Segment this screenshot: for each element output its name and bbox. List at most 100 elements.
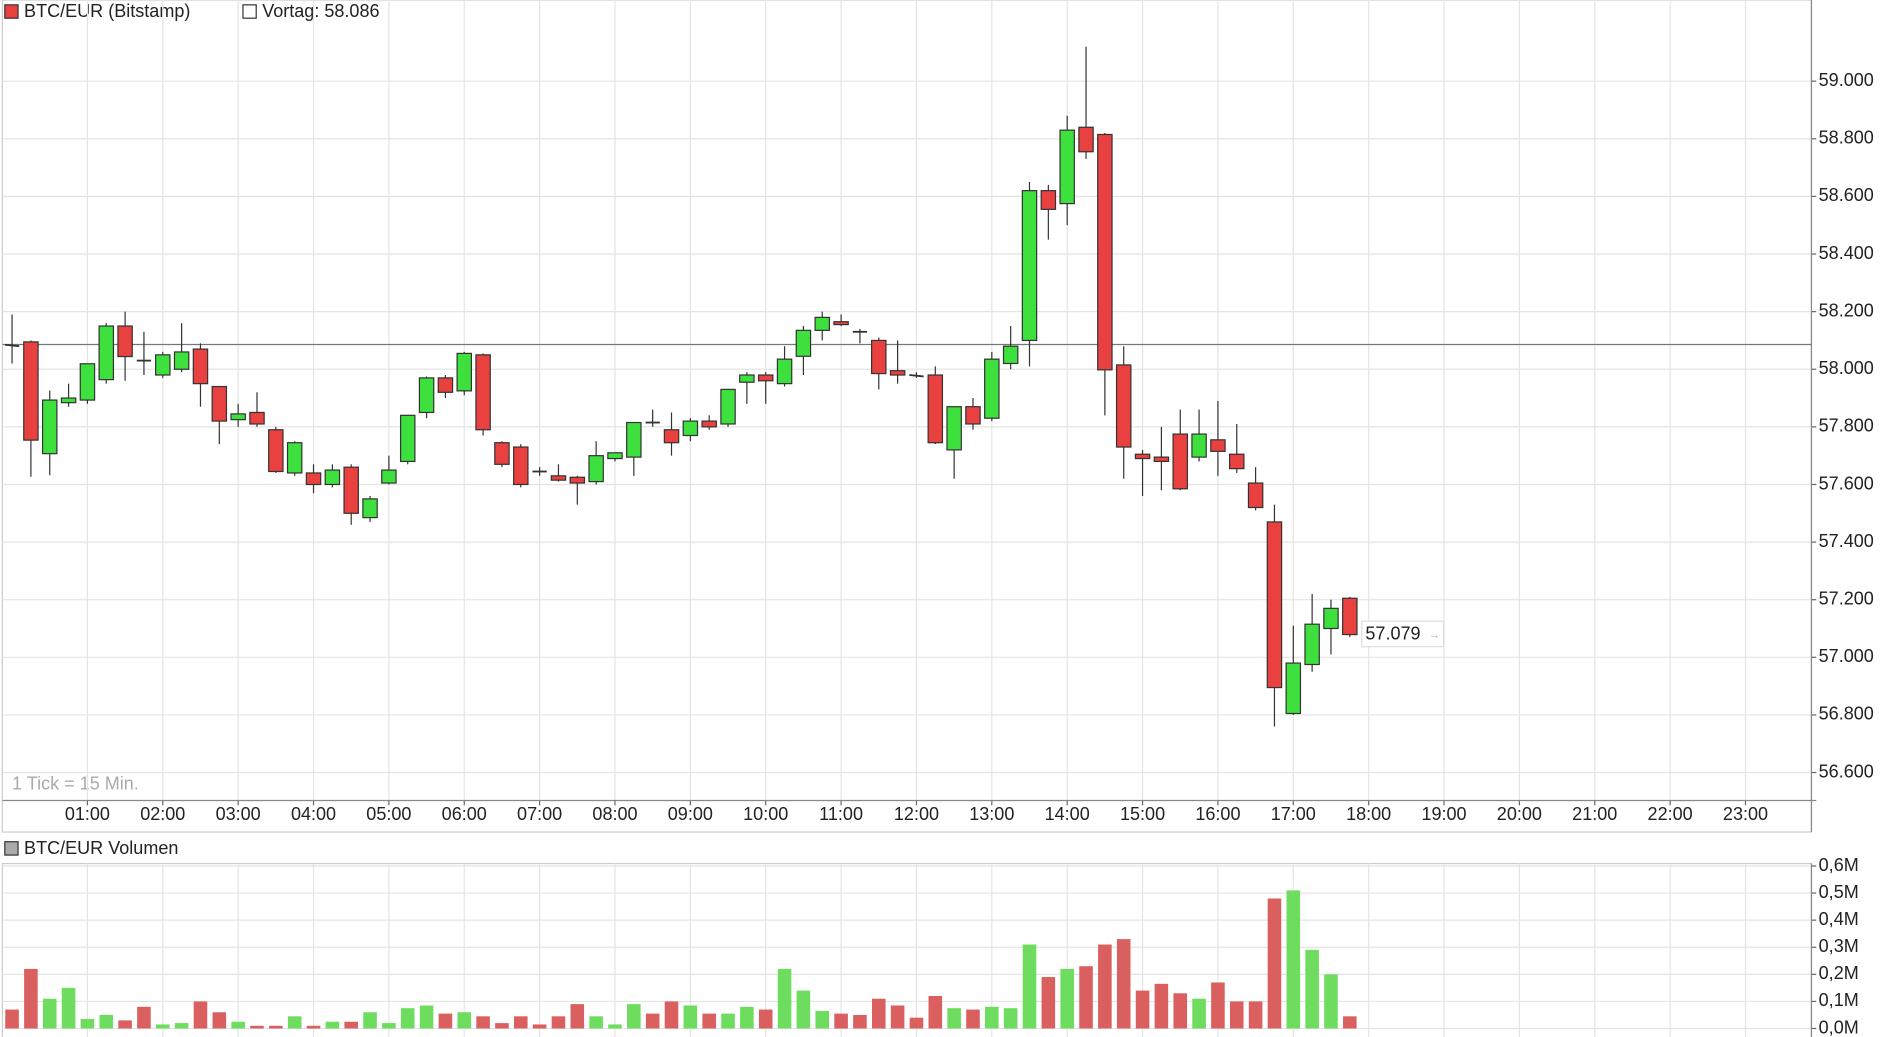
candle-body bbox=[927, 374, 944, 444]
x-tick-label: 21:00 bbox=[1572, 804, 1617, 824]
volume-bar bbox=[1098, 944, 1112, 1029]
volume-bar bbox=[1343, 1016, 1357, 1029]
candle-body bbox=[1059, 129, 1075, 205]
candle-body bbox=[833, 321, 849, 326]
candle-body bbox=[1002, 345, 1019, 365]
volume-bar bbox=[853, 1014, 867, 1029]
candle-body bbox=[1134, 453, 1151, 460]
candle-body bbox=[456, 352, 473, 392]
volume-bar bbox=[1229, 1001, 1244, 1029]
volume-bar bbox=[1173, 993, 1188, 1029]
volume-bar bbox=[99, 1014, 114, 1029]
y-tick-label: 0,5M bbox=[1819, 882, 1859, 902]
volume-bar bbox=[627, 1004, 641, 1029]
volume-bar bbox=[1060, 968, 1074, 1029]
chart-title: BTC/EUR (Bitstamp) bbox=[24, 1, 190, 21]
x-tick-label: 16:00 bbox=[1195, 804, 1240, 824]
x-tick-label: 05:00 bbox=[366, 804, 411, 824]
volume-bar bbox=[1154, 983, 1169, 1029]
candle-body bbox=[249, 411, 265, 425]
volume-bar bbox=[212, 1012, 227, 1029]
candle-body bbox=[909, 374, 924, 378]
y-tick-label: 56.800 bbox=[1819, 704, 1874, 724]
annotation: 1 Tick = 15 Min. bbox=[12, 773, 139, 793]
volume-bar bbox=[250, 1025, 264, 1029]
candle-body bbox=[475, 354, 491, 431]
volume-bar bbox=[400, 1008, 415, 1029]
volume-bar bbox=[174, 1023, 189, 1029]
candle-body bbox=[1153, 456, 1170, 463]
volume-bar bbox=[1324, 974, 1338, 1029]
volume-bar bbox=[796, 990, 811, 1029]
volume-bar bbox=[495, 1023, 509, 1029]
legend-swatch bbox=[4, 841, 19, 856]
candle-body bbox=[814, 316, 831, 331]
volume-bar bbox=[834, 1013, 848, 1029]
x-tick-label: 13:00 bbox=[969, 804, 1014, 824]
y-tick-label: 58.800 bbox=[1819, 128, 1874, 148]
x-tick-label: 04:00 bbox=[291, 804, 336, 824]
volume-bar bbox=[193, 1001, 208, 1029]
y-tick-label: 0,1M bbox=[1819, 990, 1859, 1010]
volume-bar bbox=[985, 1006, 999, 1029]
x-tick-label: 10:00 bbox=[743, 804, 788, 824]
y-tick-label: 59.000 bbox=[1819, 70, 1874, 90]
volume-bar bbox=[683, 1005, 698, 1029]
candle-body bbox=[437, 377, 454, 393]
x-tick-label: 08:00 bbox=[592, 804, 637, 824]
candle-body bbox=[607, 452, 623, 460]
volume-bar bbox=[80, 1019, 95, 1029]
y-tick-label: 56.600 bbox=[1819, 761, 1874, 781]
x-tick-label: 01:00 bbox=[65, 804, 110, 824]
candle-body bbox=[1323, 607, 1339, 630]
x-tick-label: 17:00 bbox=[1271, 804, 1316, 824]
volume-bar bbox=[513, 1016, 528, 1029]
x-tick-label: 23:00 bbox=[1723, 804, 1768, 824]
y-tick-label: 0,6M bbox=[1819, 855, 1859, 875]
candle-body bbox=[1229, 453, 1245, 470]
x-tick-label: 11:00 bbox=[819, 804, 863, 824]
volume-bar bbox=[61, 987, 76, 1029]
candle-body bbox=[795, 329, 812, 357]
y-tick-label: 58.200 bbox=[1819, 300, 1874, 320]
x-tick-label: 22:00 bbox=[1648, 804, 1693, 824]
candle-body bbox=[720, 388, 736, 425]
volume-bar bbox=[1079, 966, 1093, 1029]
y-tick-label: 58.000 bbox=[1819, 358, 1874, 378]
x-tick-label: 14:00 bbox=[1045, 804, 1090, 824]
y-tick-label: 0,0M bbox=[1819, 1017, 1859, 1037]
volume-bar bbox=[1267, 898, 1282, 1029]
candle-body bbox=[399, 414, 416, 463]
volume-bar bbox=[815, 1010, 830, 1029]
candle-body bbox=[1210, 439, 1226, 452]
volume-bar bbox=[589, 1016, 603, 1029]
volume-bar bbox=[5, 1009, 19, 1029]
volume-bar bbox=[344, 1021, 358, 1029]
volume-bar bbox=[457, 1012, 472, 1029]
y-tick-label: 58.600 bbox=[1819, 185, 1874, 205]
candle-body bbox=[173, 351, 190, 370]
volume-bar bbox=[419, 1005, 434, 1029]
volume-bar bbox=[287, 1016, 302, 1029]
candle-body bbox=[739, 374, 755, 383]
volume-bar bbox=[947, 1008, 961, 1029]
previous-close-label: Vortag: 58.086 bbox=[262, 1, 379, 21]
candle-body bbox=[192, 348, 209, 385]
volume-bar bbox=[42, 998, 57, 1029]
x-tick-label: 03:00 bbox=[216, 804, 261, 824]
candle-body bbox=[494, 442, 510, 465]
volume-bar bbox=[1135, 990, 1150, 1029]
x-tick-label: 19:00 bbox=[1421, 804, 1466, 824]
candle-body bbox=[1115, 364, 1132, 448]
candle-body bbox=[757, 374, 774, 382]
x-tick-label: 06:00 bbox=[442, 804, 487, 824]
candle-body bbox=[663, 429, 680, 444]
x-tick-label: 09:00 bbox=[668, 804, 713, 824]
x-tick-label: 07:00 bbox=[517, 804, 562, 824]
candle-body bbox=[1247, 482, 1264, 509]
candle-body bbox=[1285, 662, 1302, 715]
volume-bar bbox=[702, 1013, 716, 1029]
candle-body bbox=[871, 339, 887, 375]
